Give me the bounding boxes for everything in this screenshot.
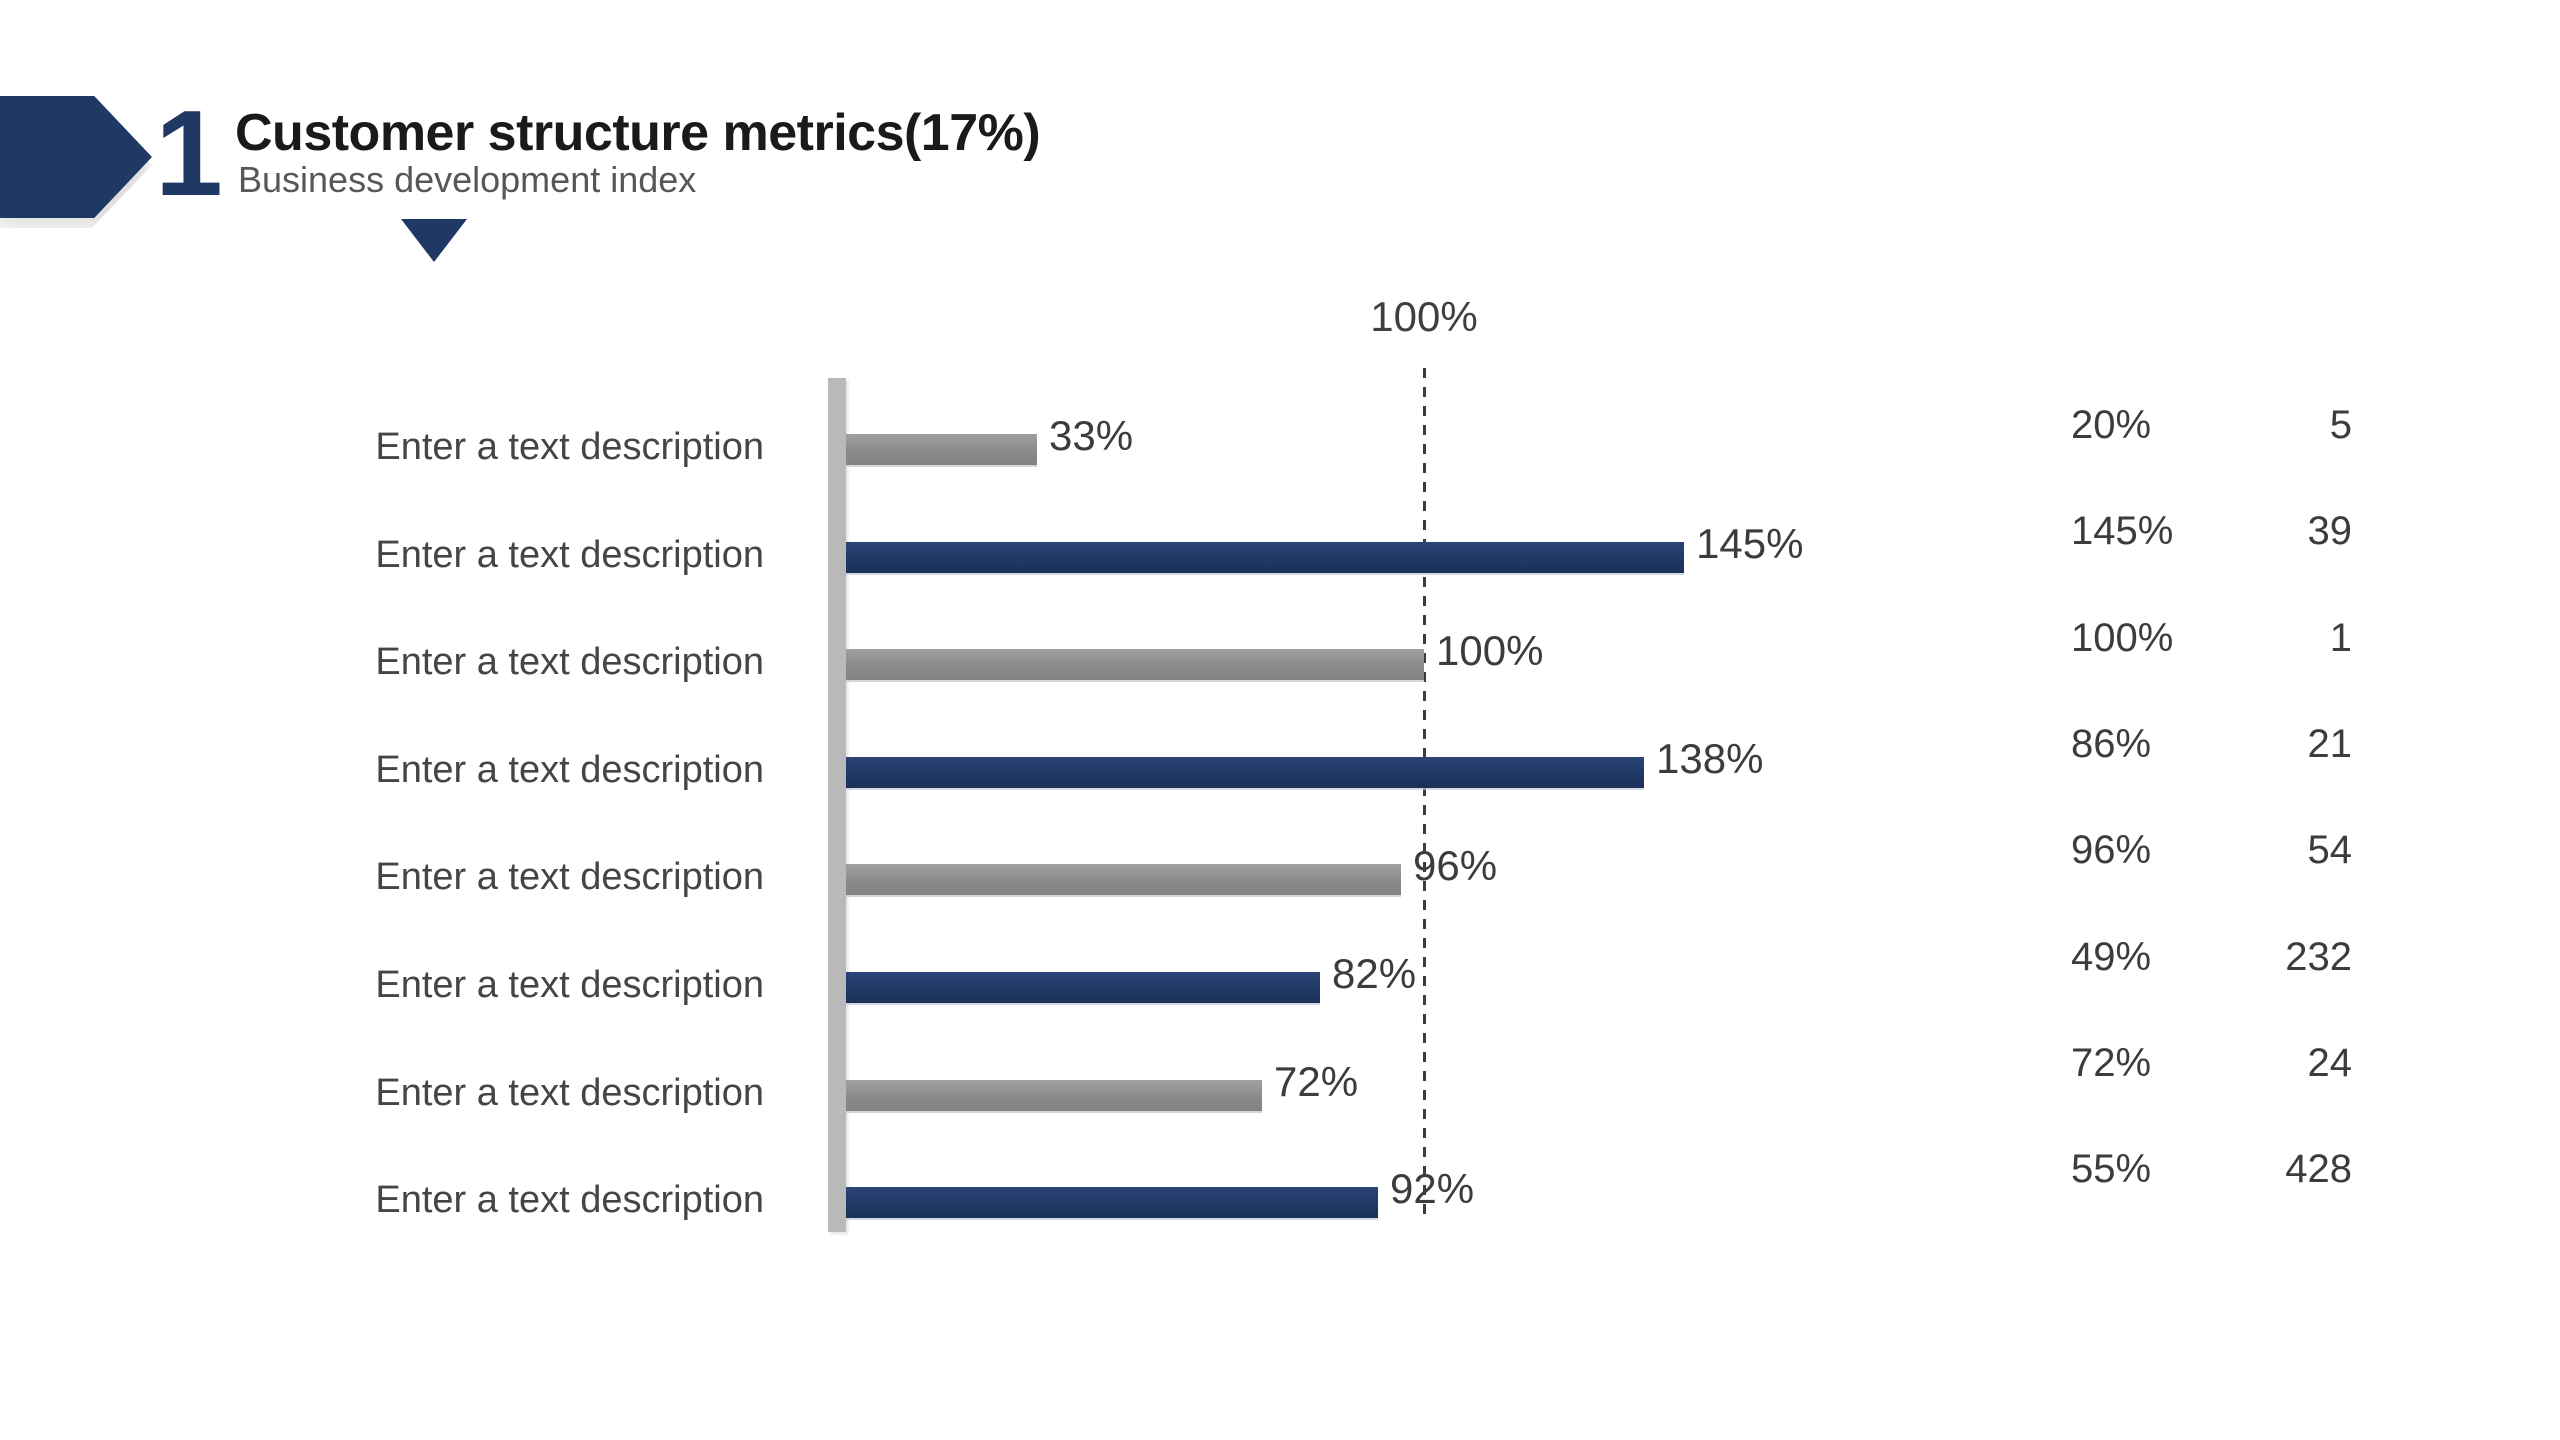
side-percent-value: 100% — [2071, 615, 2174, 660]
side-percent-value: 55% — [2071, 1147, 2152, 1192]
category-label: Enter a text description — [375, 1179, 764, 1222]
bar-value-label: 96% — [1413, 842, 1498, 890]
bar-gray — [846, 1079, 1262, 1111]
side-count-value: 39 — [2307, 509, 2353, 554]
side-percent-value: 86% — [2071, 721, 2152, 766]
bar-navy — [846, 541, 1684, 573]
category-label: Enter a text description — [375, 533, 764, 576]
bar-value-label: 92% — [1390, 1165, 1475, 1213]
category-label: Enter a text description — [375, 964, 764, 1006]
bar-value-label: 145% — [1696, 519, 1804, 567]
side-percent-value: 72% — [2071, 1040, 2152, 1085]
bar-value-label: 72% — [1274, 1057, 1359, 1105]
page-title: Customer structure metrics(17%) — [235, 104, 1041, 162]
side-percent-value: 49% — [2071, 934, 2152, 979]
side-percent-value: 20% — [2071, 403, 2152, 447]
side-count-value: 24 — [2307, 1040, 2353, 1085]
side-count-value: 232 — [2285, 934, 2352, 979]
page-subtitle: Business development index — [238, 159, 697, 200]
category-label: Enter a text description — [375, 641, 764, 684]
side-count-value: 428 — [2285, 1147, 2352, 1192]
bar-navy — [846, 1187, 1378, 1219]
category-label: Enter a text description — [375, 748, 764, 791]
side-count-value: 1 — [2329, 615, 2352, 660]
bar-navy — [846, 756, 1644, 788]
side-percent-value: 145% — [2071, 509, 2174, 554]
chart-axis-bar — [828, 378, 846, 1232]
down-triangle-icon — [401, 219, 467, 262]
section-number: 1 — [155, 85, 223, 221]
side-percent-value: 96% — [2071, 828, 2152, 873]
category-label: Enter a text description — [375, 426, 764, 468]
bar-gray — [846, 864, 1401, 896]
reference-line-label: 100% — [1370, 293, 1478, 340]
side-count-value: 5 — [2329, 403, 2352, 447]
reference-dashed-line — [1423, 368, 1426, 1220]
side-count-value: 21 — [2307, 721, 2353, 766]
bar-gray — [846, 649, 1424, 681]
category-label: Enter a text description — [375, 1071, 764, 1114]
category-label: Enter a text description — [375, 856, 764, 899]
bar-navy — [846, 972, 1320, 1003]
bar-value-label: 82% — [1332, 950, 1417, 997]
bar-value-label: 33% — [1049, 412, 1134, 459]
side-count-value: 54 — [2307, 828, 2353, 873]
bar-value-label: 100% — [1436, 627, 1544, 675]
bar-gray — [846, 434, 1037, 465]
bar-value-label: 138% — [1656, 734, 1764, 782]
